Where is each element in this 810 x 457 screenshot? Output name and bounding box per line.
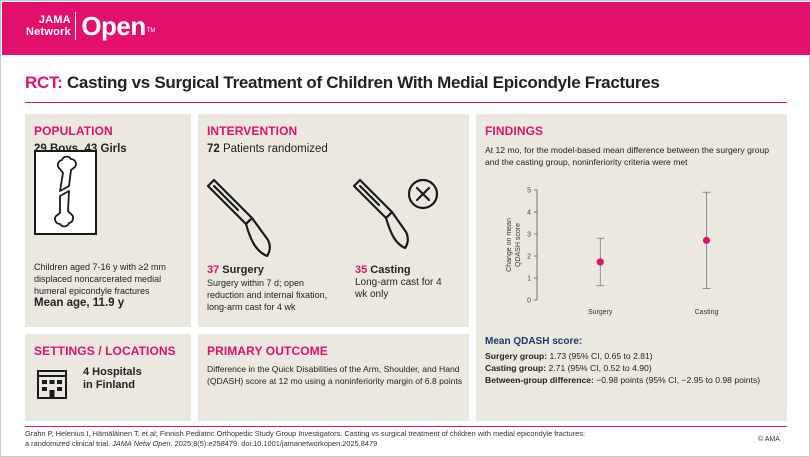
intervention-panel: INTERVENTION 72 Patients randomized 37 S… bbox=[198, 114, 469, 327]
no-scalpel-icon bbox=[352, 178, 439, 250]
surgery-score-label: Surgery group: bbox=[485, 351, 548, 361]
surgery-label: Surgery bbox=[219, 264, 264, 276]
casting-description: Long-arm cast for 4 wk only bbox=[355, 277, 442, 300]
mean-age: Mean age, 11.9 y bbox=[34, 297, 125, 309]
between-group-difference: Between-group difference: −0.98 points (… bbox=[485, 374, 760, 386]
broken-bone-icon bbox=[34, 150, 97, 235]
logo-divider bbox=[74, 12, 77, 40]
citation-journal: JAMA Netw Open bbox=[112, 439, 171, 448]
point-casting bbox=[702, 236, 711, 244]
copyright: © AMA bbox=[758, 436, 780, 443]
citation-line-2: a randomized clinical trial. JAMA Netw O… bbox=[25, 439, 377, 449]
header-banner: JAMA Network Open TM bbox=[2, 2, 810, 55]
casting-label: Casting bbox=[367, 264, 411, 276]
findings-text: At 12 mo, for the model-based mean diffe… bbox=[485, 145, 770, 167]
title-prefix: RCT: bbox=[25, 73, 63, 92]
settings-panel: SETTINGS / LOCATIONS 4 Hospitals in Finl… bbox=[25, 334, 191, 421]
qdash-chart: 0 1 2 3 4 5 Change on mean QDASH score Surgery Ca… bbox=[506, 188, 719, 317]
jama-network-open-logo: JAMA Network Open TM bbox=[26, 12, 155, 40]
surgery-score: Surgery group: 1.73 (95% CI, 0.65 to 2.8… bbox=[485, 350, 653, 362]
surgery-score-value: 1.73 (95% CI, 0.65 to 2.81) bbox=[547, 351, 653, 361]
citation-line-1: Grahn P, Helenius I, Hämäläinen T, et al… bbox=[25, 429, 586, 438]
primary-outcome-heading: PRIMARY OUTCOME bbox=[207, 344, 328, 358]
primary-outcome-panel: PRIMARY OUTCOME Difference in the Quick … bbox=[198, 334, 469, 421]
x-tick-label: Casting bbox=[695, 309, 719, 316]
population-heading: POPULATION bbox=[34, 124, 113, 138]
y-tick-label: 5 bbox=[527, 188, 531, 195]
patients-text: Patients randomized bbox=[219, 143, 328, 155]
difference-label: Between-group difference: bbox=[485, 375, 594, 385]
logo-network: Network bbox=[26, 26, 71, 38]
surgery-description: Surgery within 7 d; open reduction and i… bbox=[207, 278, 328, 312]
logo-small-text: JAMA Network bbox=[26, 14, 71, 38]
logo-trademark: TM bbox=[146, 28, 156, 34]
primary-outcome-text: Difference in the Quick Disabilities of … bbox=[207, 364, 463, 386]
casting-score-label: Casting group: bbox=[485, 363, 547, 373]
difference-value: −0.98 points (95% CI, −2.95 to 0.98 poin… bbox=[593, 375, 761, 385]
y-tick-label: 2 bbox=[527, 254, 531, 261]
title-divider bbox=[25, 102, 787, 103]
citation-text-a: a randomized clinical trial. bbox=[25, 439, 113, 448]
y-axis-label: Change on mean QDASH score bbox=[506, 218, 522, 272]
logo-open: Open bbox=[81, 11, 146, 41]
intervention-heading: INTERVENTION bbox=[207, 124, 298, 138]
surgery-count: 37 bbox=[207, 264, 220, 276]
surgery-arm-title: 37 Surgery bbox=[207, 264, 264, 276]
page-title: RCT: Casting vs Surgical Treatment of Ch… bbox=[25, 73, 660, 93]
population-description: Children aged 7-16 y with ≥2 mm displace… bbox=[34, 262, 166, 296]
scalpel-icon bbox=[206, 178, 271, 258]
title-text: Casting vs Surgical Treatment of Childre… bbox=[62, 73, 660, 92]
casting-count: 35 bbox=[355, 264, 368, 276]
findings-panel: FINDINGS At 12 mo, for the model-based m… bbox=[476, 114, 787, 421]
casting-score-value: 2.71 (95% CI, 0.52 to 4.90) bbox=[546, 363, 652, 373]
point-surgery bbox=[596, 258, 604, 266]
casting-score: Casting group: 2.71 (95% CI, 0.52 to 4.9… bbox=[485, 362, 652, 374]
x-tick-label: Surgery bbox=[588, 309, 613, 316]
score-heading: Mean QDASH score: bbox=[485, 336, 583, 347]
citation-text-b: . 2025;8(5):e258479. doi:10.1001/jamanet… bbox=[170, 439, 378, 448]
y-tick-label: 3 bbox=[527, 232, 531, 239]
hospital-building-icon bbox=[37, 370, 67, 399]
settings-heading: SETTINGS / LOCATIONS bbox=[34, 344, 176, 358]
logo-jama: JAMA bbox=[38, 14, 71, 26]
patients-number: 72 bbox=[207, 143, 220, 155]
population-panel: POPULATION 29 Boys, 43 Girls Children ag… bbox=[25, 114, 191, 327]
y-tick-label: 1 bbox=[527, 276, 531, 283]
hospitals-count: 4 Hospitals bbox=[83, 366, 142, 378]
findings-heading: FINDINGS bbox=[485, 124, 544, 138]
casting-arm-title: 35 Casting bbox=[355, 264, 411, 276]
footer-divider bbox=[25, 426, 787, 427]
patients-randomized: 72 Patients randomized bbox=[207, 142, 328, 156]
hospitals-location: in Finland bbox=[83, 379, 135, 391]
y-tick-label: 0 bbox=[527, 298, 531, 305]
y-tick-label: 4 bbox=[527, 210, 531, 217]
